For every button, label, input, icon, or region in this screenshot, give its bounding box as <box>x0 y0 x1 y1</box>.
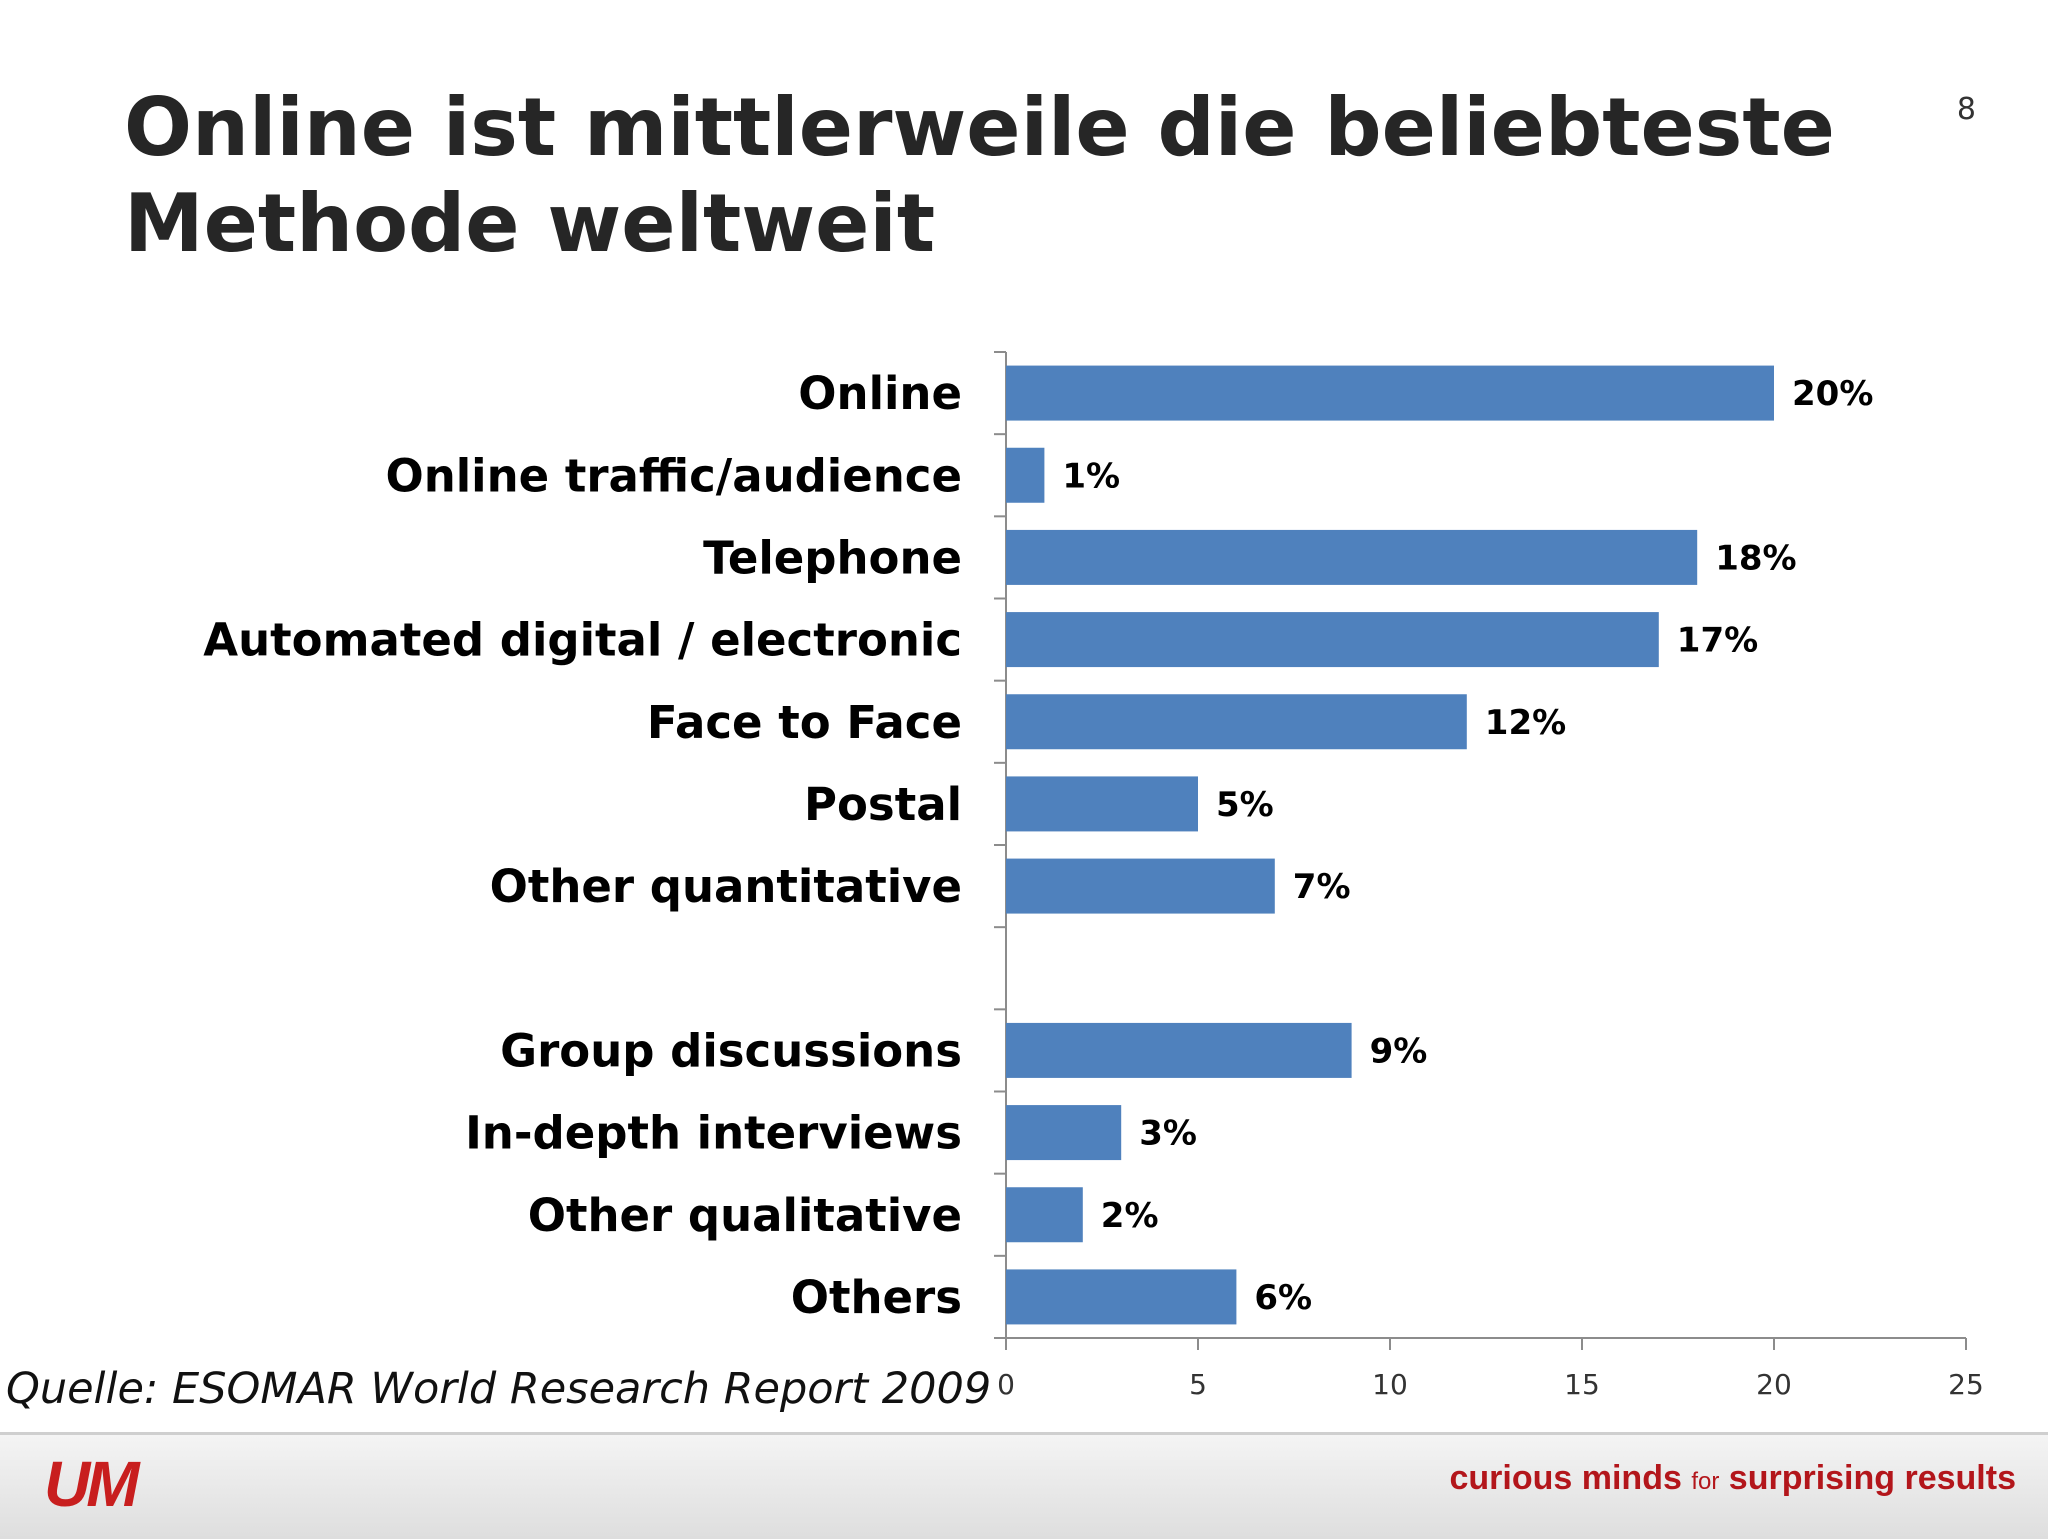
category-label: Telephone <box>703 531 962 584</box>
bar <box>1006 1022 1352 1078</box>
data-label: 3% <box>1139 1114 1197 1154</box>
title-line-1: Online ist mittlerweile die beliebteste <box>124 81 1835 174</box>
x-tick-label: 20 <box>1756 1368 1792 1401</box>
x-tick-label: 15 <box>1564 1368 1600 1401</box>
category-label: Others <box>791 1271 962 1324</box>
data-label: 20% <box>1792 374 1873 414</box>
tagline-part-3: surprising results <box>1728 1459 2016 1497</box>
category-label: In-depth interviews <box>465 1107 962 1160</box>
title-line-2: Methode weltweit <box>124 177 936 270</box>
bar <box>1006 1187 1083 1243</box>
source-note: Quelle: ESOMAR World Research Report 200… <box>6 1364 992 1414</box>
data-label: 1% <box>1062 456 1120 496</box>
slide-number: 8 <box>1956 92 1976 127</box>
data-label: 18% <box>1715 538 1796 578</box>
bar <box>1006 1105 1122 1161</box>
category-label: Online <box>798 367 962 420</box>
um-logo: UM <box>44 1448 140 1520</box>
bar-chart: 0 5 10 15 20 25 Online 20% Online traffic/audien… <box>203 351 1984 1401</box>
x-tick-label: 10 <box>1372 1368 1408 1401</box>
category-label: Postal <box>804 778 962 831</box>
category-label: Other quantitative <box>490 860 962 913</box>
data-label: 9% <box>1370 1031 1428 1071</box>
bar <box>1006 447 1045 503</box>
category-label: Face to Face <box>647 696 962 749</box>
tagline: curious minds for surprising results <box>1450 1459 2017 1498</box>
bar <box>1006 529 1698 585</box>
category-label: Online traffic/audience <box>385 449 962 502</box>
slide-title: Online ist mittlerweile die beliebteste … <box>124 80 1884 272</box>
bar <box>1006 1269 1237 1325</box>
data-label: 5% <box>1216 785 1274 825</box>
bar <box>1006 365 1774 421</box>
data-label: 17% <box>1677 621 1758 661</box>
category-label: Automated digital / electronic <box>203 614 962 667</box>
category-label: Other qualitative <box>528 1189 962 1242</box>
bar <box>1006 612 1659 668</box>
footer-bar: UM curious minds for surprising results <box>0 1432 2048 1539</box>
x-tick-label: 25 <box>1948 1368 1984 1401</box>
data-label: 12% <box>1485 703 1566 743</box>
x-tick-label: 5 <box>1189 1368 1207 1401</box>
tagline-part-2: for <box>1691 1468 1720 1495</box>
bar <box>1006 776 1198 832</box>
data-label: 2% <box>1101 1196 1159 1236</box>
x-tick-label: 0 <box>997 1368 1015 1401</box>
data-label: 6% <box>1254 1278 1312 1318</box>
data-label: 7% <box>1293 867 1351 907</box>
tagline-part-1: curious minds <box>1449 1459 1682 1497</box>
category-label: Group discussions <box>500 1024 962 1077</box>
bar <box>1006 694 1467 750</box>
bar <box>1006 858 1275 914</box>
